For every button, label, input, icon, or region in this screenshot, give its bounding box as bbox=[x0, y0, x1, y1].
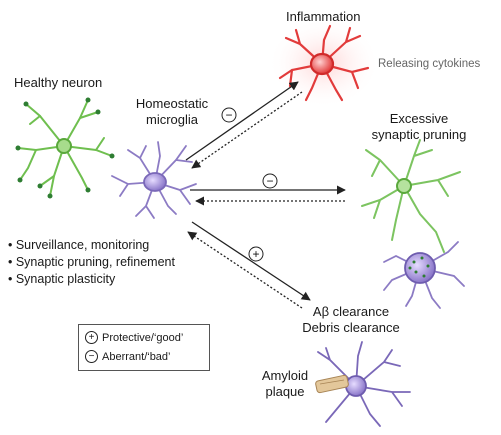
function-list: • Surveillance, monitoring • Synaptic pr… bbox=[8, 237, 175, 288]
plus-icon: + bbox=[85, 331, 98, 344]
sign-inflammation-circle bbox=[221, 107, 237, 123]
label-excessive-pruning: Excessive synaptic pruning bbox=[371, 111, 467, 142]
label-inflammation: Inflammation bbox=[286, 9, 361, 24]
function-item: • Synaptic plasticity bbox=[8, 272, 116, 286]
amyloid-plaque-illustration bbox=[315, 374, 349, 394]
label-healthy-neuron: Healthy neuron bbox=[14, 75, 103, 90]
healthy-neuron-illustration bbox=[17, 99, 113, 197]
function-item: • Surveillance, monitoring bbox=[8, 238, 150, 252]
arrow-from-clearance bbox=[187, 231, 303, 309]
legend-protective: + Protective/‘good’ bbox=[85, 331, 183, 344]
legend-protective-label: Protective/‘good’ bbox=[102, 331, 184, 344]
engulfing-microglia-illustration bbox=[383, 241, 465, 309]
pruning-neuron-illustration bbox=[361, 139, 461, 253]
arrows bbox=[185, 81, 346, 309]
label-abeta-clearance: Aβ clearance Debris clearance bbox=[302, 304, 400, 335]
label-amyloid-plaque: Amyloid plaque bbox=[261, 368, 309, 399]
label-releasing-cytokines: Releasing cytokines bbox=[378, 58, 481, 70]
sign-pruning: − bbox=[266, 174, 273, 188]
legend-aberrant: − Aberrant/‘bad’ bbox=[85, 350, 171, 363]
homeostatic-microglia-illustration bbox=[111, 141, 197, 219]
inflammation-microglia-illustration bbox=[278, 24, 370, 102]
legend-box: + Protective/‘good’ − Aberrant/‘bad’ bbox=[78, 324, 210, 371]
legend-aberrant-label: Aberrant/‘bad’ bbox=[102, 350, 171, 363]
arrow-to-clearance bbox=[191, 221, 311, 301]
sign-inflammation: − bbox=[225, 108, 232, 122]
clearance-microglia-illustration bbox=[317, 341, 411, 427]
engulfed-synapse-dots bbox=[408, 256, 430, 278]
label-homeostatic-microglia: Homeostatic microglia bbox=[135, 96, 209, 127]
arrow-to-inflammation bbox=[185, 81, 299, 161]
sign-circles bbox=[221, 107, 278, 262]
function-item: • Synaptic pruning, refinement bbox=[8, 255, 175, 269]
sign-clearance: + bbox=[252, 247, 259, 261]
minus-icon: − bbox=[85, 350, 98, 363]
neuron-spines bbox=[15, 97, 115, 199]
sign-clearance-circle bbox=[248, 246, 264, 262]
sign-pruning-circle bbox=[262, 173, 278, 189]
